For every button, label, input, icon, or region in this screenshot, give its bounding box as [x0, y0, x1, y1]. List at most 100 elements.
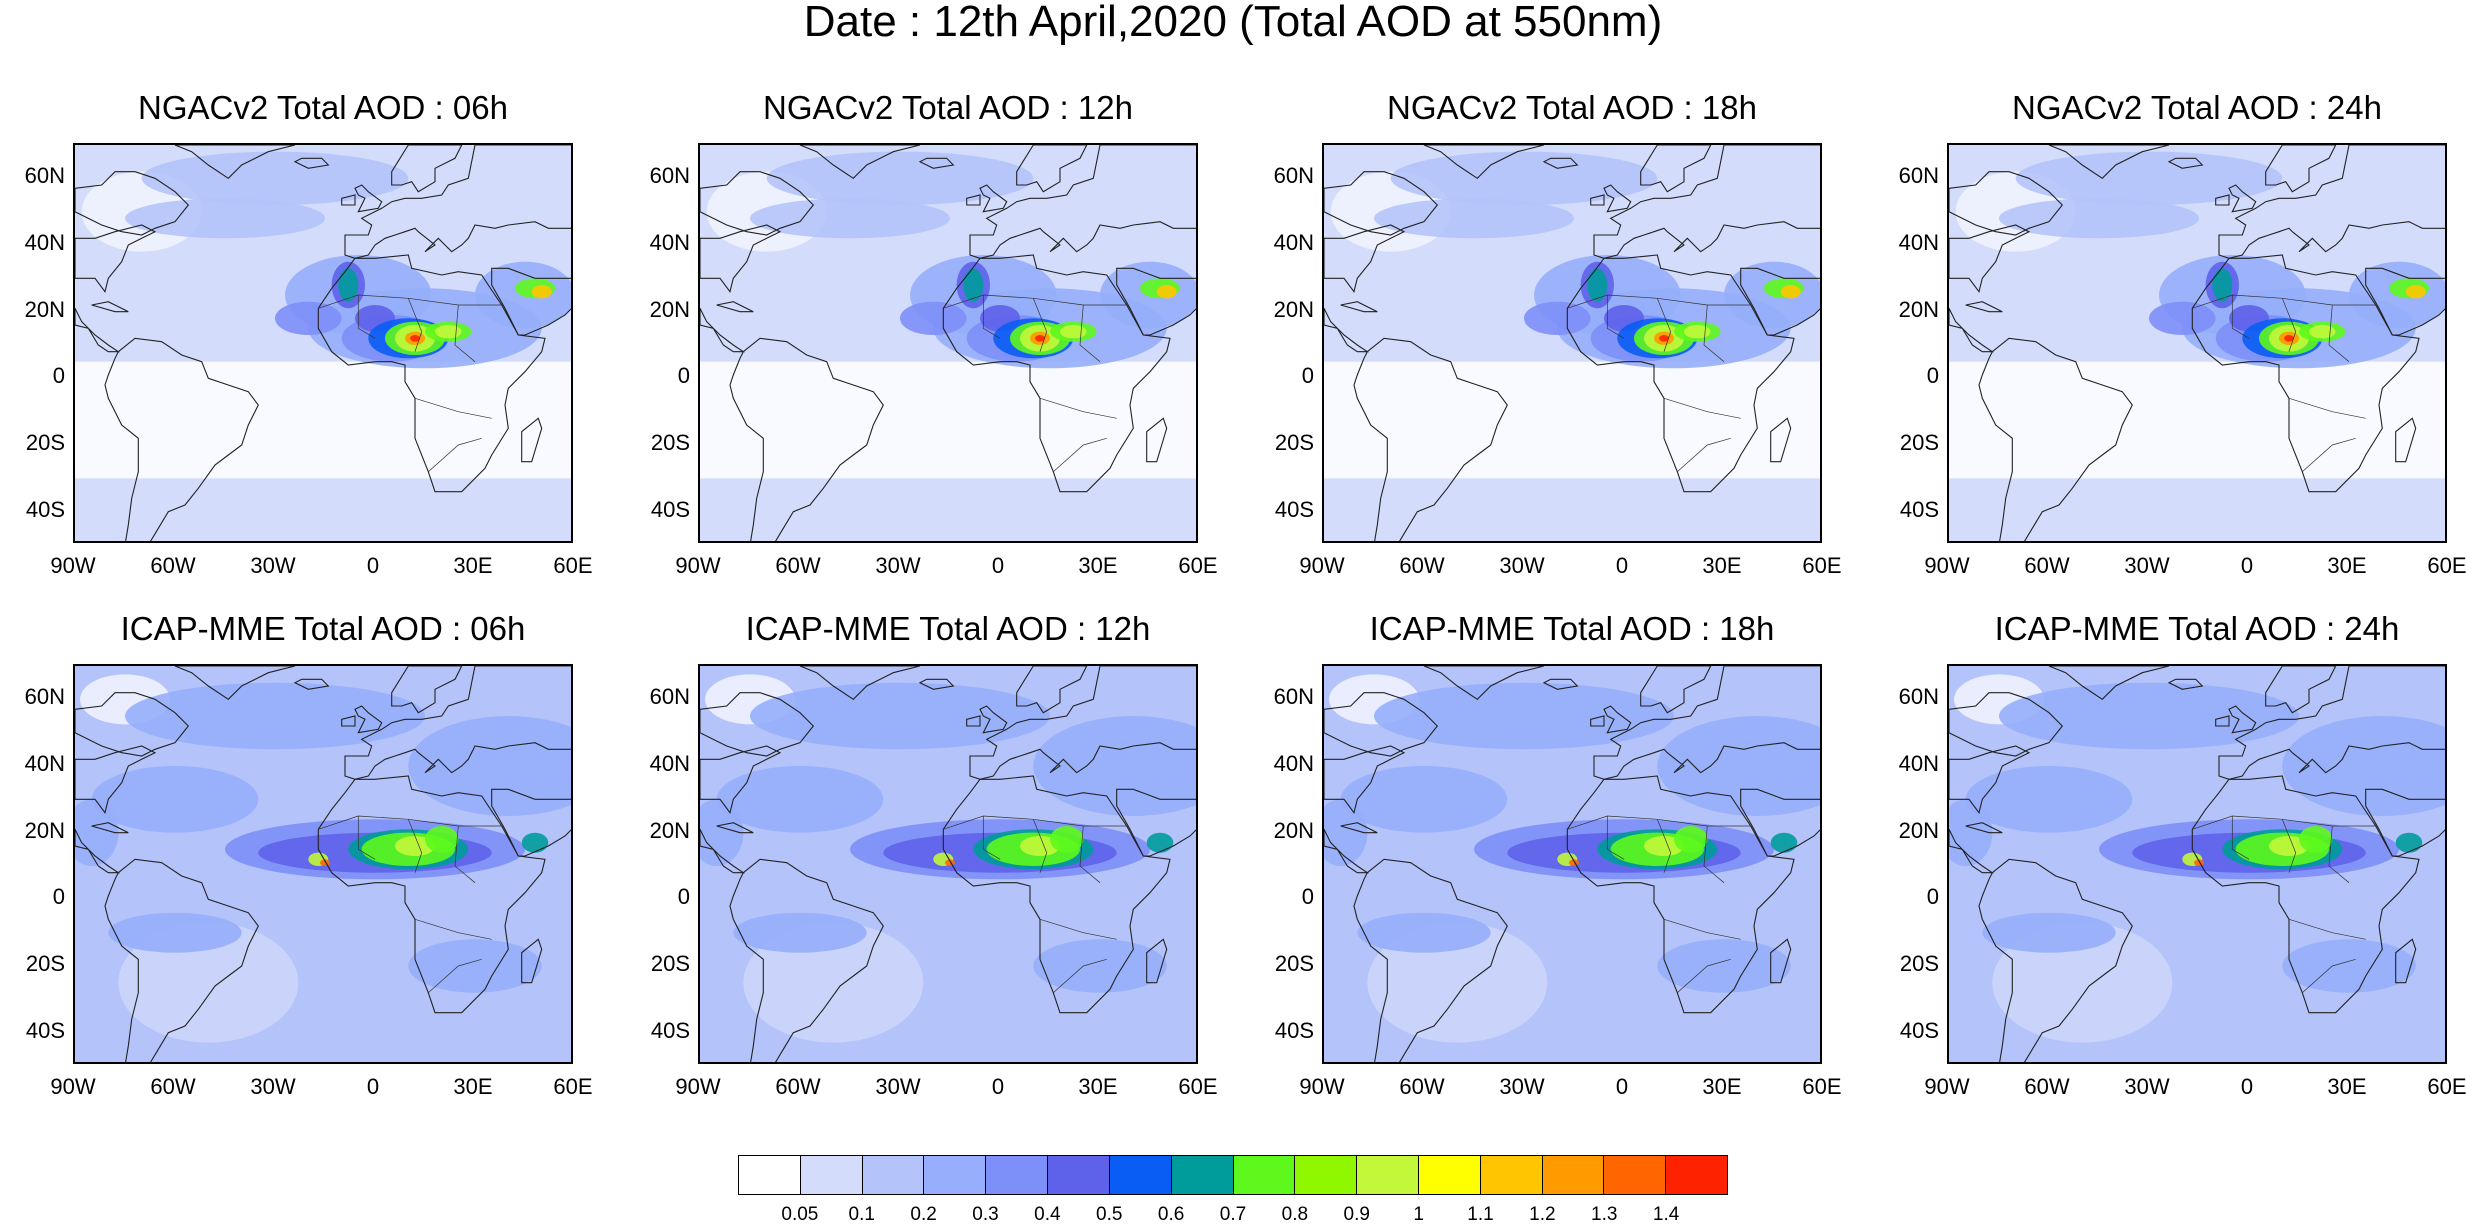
aod-plume	[108, 912, 242, 953]
coastline-ireland	[1590, 715, 1605, 727]
colorbar-label: 1	[1413, 1204, 1424, 1225]
aod-plume	[1035, 335, 1045, 342]
coastline-usEast	[700, 224, 782, 293]
panel-title: NGACv2 Total AOD : 06h	[138, 89, 508, 126]
colorbar-swatch	[1542, 1156, 1605, 1194]
coastline-europe	[344, 145, 571, 259]
country-border	[1032, 819, 1048, 873]
coastline-centralAm	[700, 308, 746, 353]
aod-plume	[1390, 151, 1658, 205]
country-border	[2302, 958, 2356, 993]
aod-plume	[1033, 716, 1196, 816]
lon-tick-label: 60W	[1399, 553, 1445, 578]
lat-tick-label: 0	[1926, 884, 1939, 910]
coastline-southAmerica	[104, 337, 259, 541]
country-border	[2281, 819, 2297, 873]
colorbar-label: 1.4	[1652, 1204, 1680, 1225]
coastline-britain	[2228, 184, 2257, 213]
lat-tick-label: 20S	[25, 951, 65, 976]
aod-plume	[1524, 301, 1591, 335]
colorbar-label: 0.8	[1281, 1204, 1309, 1225]
aod-map	[700, 666, 1196, 1062]
lon-tick-label: 0	[991, 553, 1005, 578]
lon-tick-label: 60W	[775, 553, 821, 578]
country-border	[1053, 958, 1107, 993]
coastline-usEast	[1324, 224, 1406, 293]
lon-tick-label: 60W	[2024, 1074, 2070, 1099]
lat-tick-label: 40N	[649, 751, 690, 776]
coastline-ireland	[341, 194, 356, 206]
colorbar-swatch	[986, 1156, 1049, 1194]
coastline-europe	[2218, 666, 2445, 780]
colorbar-label: 0.7	[1219, 1204, 1247, 1225]
aod-plume	[2309, 325, 2336, 339]
aod-plume	[750, 682, 1050, 750]
country-border	[1053, 437, 1107, 472]
country-border	[2328, 825, 2350, 883]
colorbar-label: 1.2	[1529, 1204, 1556, 1225]
colorbar-swatch	[1109, 1156, 1172, 1194]
aod-plume	[1050, 826, 1084, 853]
lat-tick-label: 60N	[1898, 684, 1939, 710]
lat-tick-label: 40S	[1899, 1017, 1939, 1043]
coastline-southAmerica	[729, 858, 884, 1062]
lon-tick-label: 60E	[1802, 553, 1842, 578]
lat-tick-label: 60N	[24, 163, 65, 189]
panel-title: NGACv2 Total AOD : 24h	[2012, 89, 2382, 126]
aod-plume	[1674, 826, 1708, 853]
coastline-centralAm	[700, 829, 746, 874]
aod-plume	[91, 766, 259, 833]
country-border	[1677, 437, 1731, 472]
colorbar-label: 1.3	[1591, 1204, 1618, 1225]
aod-plume	[716, 766, 884, 833]
country-border	[1079, 304, 1101, 362]
coastline-southAmerica	[1353, 858, 1508, 1062]
lon-tick-label: 60E	[553, 1074, 593, 1099]
coastline-northAmerica	[1324, 692, 1439, 757]
country-border	[428, 958, 482, 993]
coastline-greenland	[2048, 145, 2170, 180]
map-panel	[1947, 664, 2447, 1064]
colorbar-swatch	[1357, 1156, 1419, 1194]
map-panel	[73, 664, 573, 1064]
coastline-greenland	[1423, 145, 1545, 180]
aod-map	[1324, 666, 1820, 1062]
colorbar-swatch	[800, 1156, 863, 1194]
lon-tick-label: 60W	[775, 1074, 821, 1099]
aod-plume	[900, 301, 967, 335]
coastline-scandinavia	[1016, 666, 1088, 714]
aod-plume	[2405, 285, 2426, 299]
coastline-cuba	[91, 301, 129, 313]
country-border	[414, 918, 492, 940]
country-border	[2288, 397, 2366, 419]
lat-tick-label: 40N	[24, 751, 65, 776]
aod-map	[1949, 666, 2445, 1062]
coastline-iceland	[1542, 678, 1579, 690]
lat-tick-label: 40S	[25, 1017, 65, 1043]
lon-tick-label: 90W	[50, 553, 96, 578]
coastline-arabia	[491, 788, 571, 857]
aod-plume	[2284, 335, 2294, 342]
aod-plume	[1587, 268, 1608, 302]
map-panel	[1322, 143, 1822, 543]
lat-tick-label: 40N	[1273, 751, 1314, 776]
coastline-ireland	[1590, 194, 1605, 206]
coastline-africa	[1566, 775, 1795, 1014]
country-border	[414, 397, 492, 419]
aod-plume	[275, 301, 342, 335]
coastline-iceland	[918, 678, 955, 690]
country-border	[357, 295, 376, 339]
coastline-centralAm	[1949, 829, 1995, 874]
colorbar-label: 0.9	[1343, 1204, 1370, 1225]
coastline-madagascar	[1770, 938, 1792, 984]
coastline-usEast	[700, 745, 782, 814]
lon-tick-label: 0	[366, 1074, 380, 1099]
lon-tick-label: 0	[366, 553, 380, 578]
colorbar-label: 0.3	[972, 1204, 999, 1225]
coastline-europe	[344, 666, 571, 780]
aod-plume	[410, 335, 420, 342]
aod-plume	[2282, 939, 2416, 993]
lat-tick-label: 60N	[24, 684, 65, 710]
map-panel	[1947, 143, 2447, 543]
lon-tick-label: 30W	[875, 553, 921, 578]
